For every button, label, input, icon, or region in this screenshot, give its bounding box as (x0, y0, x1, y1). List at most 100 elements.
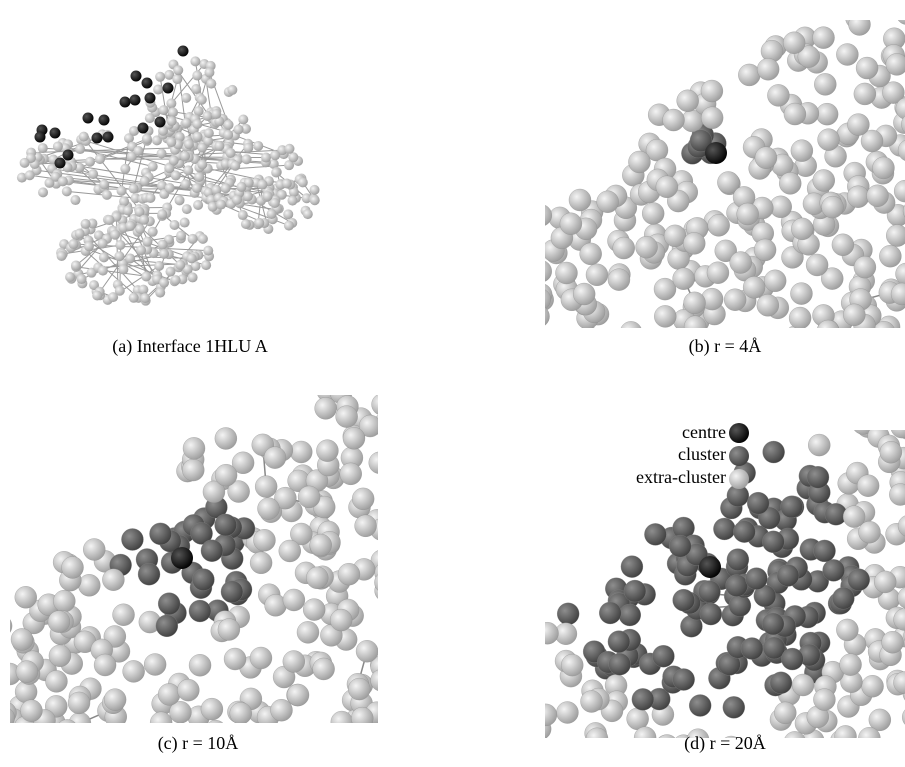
caption: (b) r = 4Å (689, 336, 762, 357)
atom (374, 571, 396, 593)
atom (150, 712, 172, 734)
atom (123, 660, 145, 682)
panel-b-image (528, 3, 905, 349)
atom (580, 243, 602, 265)
atom (117, 186, 127, 196)
atom (586, 728, 608, 750)
atom (159, 278, 169, 288)
atom (232, 195, 242, 205)
atom (145, 113, 155, 123)
atom (224, 648, 246, 670)
atom (673, 669, 695, 691)
atom (242, 154, 252, 164)
atom (206, 79, 216, 89)
atom (789, 307, 811, 329)
atom (872, 157, 894, 179)
atom (713, 518, 735, 540)
atom (158, 683, 180, 705)
atom (733, 521, 755, 543)
atom (854, 83, 876, 105)
atom (78, 574, 100, 596)
atom (104, 215, 114, 225)
atom (180, 218, 190, 228)
centre-atom (699, 556, 721, 578)
atom (139, 215, 149, 225)
atom (816, 103, 838, 125)
interface-atom (50, 128, 61, 139)
atom (241, 219, 251, 229)
atom (632, 688, 654, 710)
atom (654, 278, 676, 300)
atom (181, 118, 191, 128)
legend: centre cluster extra-cluster (636, 422, 749, 489)
atom (102, 569, 124, 591)
atom (227, 85, 237, 95)
atom (184, 139, 194, 149)
atom (310, 195, 320, 205)
atom (183, 165, 193, 175)
atom (613, 237, 635, 259)
atom (656, 176, 678, 198)
atom (188, 272, 198, 282)
atom (250, 552, 272, 574)
atom (11, 628, 33, 650)
atom (848, 569, 870, 591)
atom (814, 73, 836, 95)
atom (755, 147, 777, 169)
interface-atom (155, 117, 166, 128)
atom (555, 262, 577, 284)
atom (182, 204, 192, 214)
atom (221, 183, 231, 193)
atom (737, 203, 759, 225)
atom (644, 523, 666, 545)
atom (95, 154, 105, 164)
atom (535, 704, 557, 726)
atom (655, 735, 677, 757)
atom (157, 209, 167, 219)
atom (762, 531, 784, 553)
atom (284, 221, 294, 231)
atom (297, 621, 319, 643)
atom (172, 74, 182, 84)
legend-swatch (729, 423, 749, 443)
interface-atom (55, 158, 66, 169)
atom (298, 177, 308, 187)
atom (779, 172, 801, 194)
atom (264, 447, 286, 469)
atom (191, 84, 201, 94)
atom (158, 240, 168, 250)
atom (785, 325, 807, 347)
atom (188, 234, 198, 244)
atom (133, 146, 143, 156)
atom (636, 236, 658, 258)
atom (192, 569, 214, 591)
atom (886, 225, 905, 247)
atom (70, 195, 80, 205)
atom (136, 245, 146, 255)
interface-atom (131, 71, 142, 82)
atom (313, 658, 335, 680)
atom (369, 452, 391, 474)
atom (140, 176, 150, 186)
atom (129, 184, 139, 194)
atom (310, 534, 332, 556)
atom (102, 190, 112, 200)
atom (856, 57, 878, 79)
atom (173, 65, 183, 75)
atom (700, 603, 722, 625)
caption: (a) Interface 1HLU A (112, 336, 267, 357)
atom (832, 234, 854, 256)
atom (854, 256, 876, 278)
atom (257, 180, 267, 190)
interface-atom (83, 113, 94, 124)
legend-swatch (729, 469, 749, 489)
atom (190, 56, 200, 66)
atom (211, 109, 221, 119)
interface-atom (120, 97, 131, 108)
atom (234, 124, 244, 134)
atom (83, 538, 105, 560)
atom (230, 161, 240, 171)
atom (832, 587, 854, 609)
atom (20, 158, 30, 168)
atom (310, 185, 320, 195)
